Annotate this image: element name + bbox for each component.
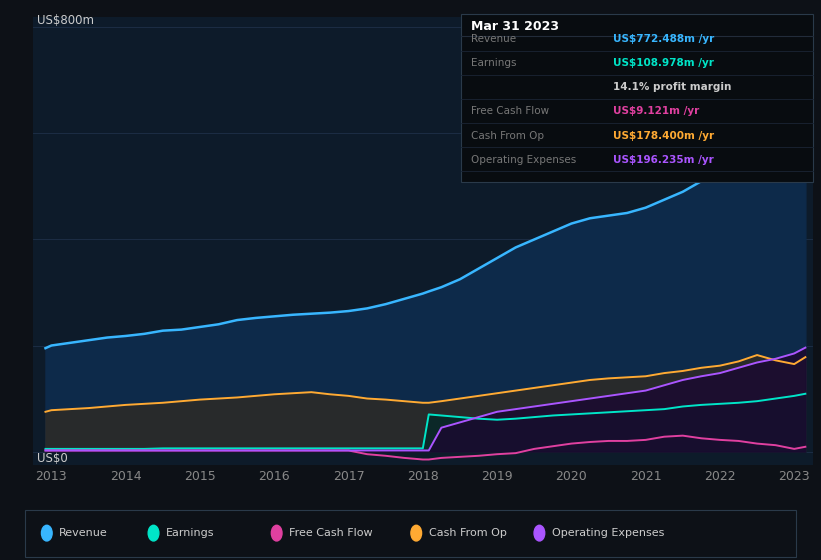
Text: US$0: US$0: [37, 451, 67, 465]
Text: Cash From Op: Cash From Op: [429, 528, 507, 538]
Text: Revenue: Revenue: [471, 34, 516, 44]
Text: Free Cash Flow: Free Cash Flow: [289, 528, 373, 538]
Text: Revenue: Revenue: [59, 528, 108, 538]
Text: Operating Expenses: Operating Expenses: [471, 155, 576, 165]
Text: Cash From Op: Cash From Op: [471, 130, 544, 141]
Text: 14.1% profit margin: 14.1% profit margin: [613, 82, 732, 92]
Text: Operating Expenses: Operating Expenses: [552, 528, 664, 538]
Text: US$196.235m /yr: US$196.235m /yr: [613, 155, 714, 165]
Text: Mar 31 2023: Mar 31 2023: [471, 20, 559, 33]
Text: US$108.978m /yr: US$108.978m /yr: [613, 58, 714, 68]
Text: US$178.400m /yr: US$178.400m /yr: [613, 130, 714, 141]
Text: Earnings: Earnings: [471, 58, 516, 68]
Text: Free Cash Flow: Free Cash Flow: [471, 106, 549, 116]
Text: US$772.488m /yr: US$772.488m /yr: [613, 34, 714, 44]
Text: Earnings: Earnings: [166, 528, 214, 538]
Text: US$9.121m /yr: US$9.121m /yr: [613, 106, 699, 116]
Text: US$800m: US$800m: [37, 15, 94, 27]
